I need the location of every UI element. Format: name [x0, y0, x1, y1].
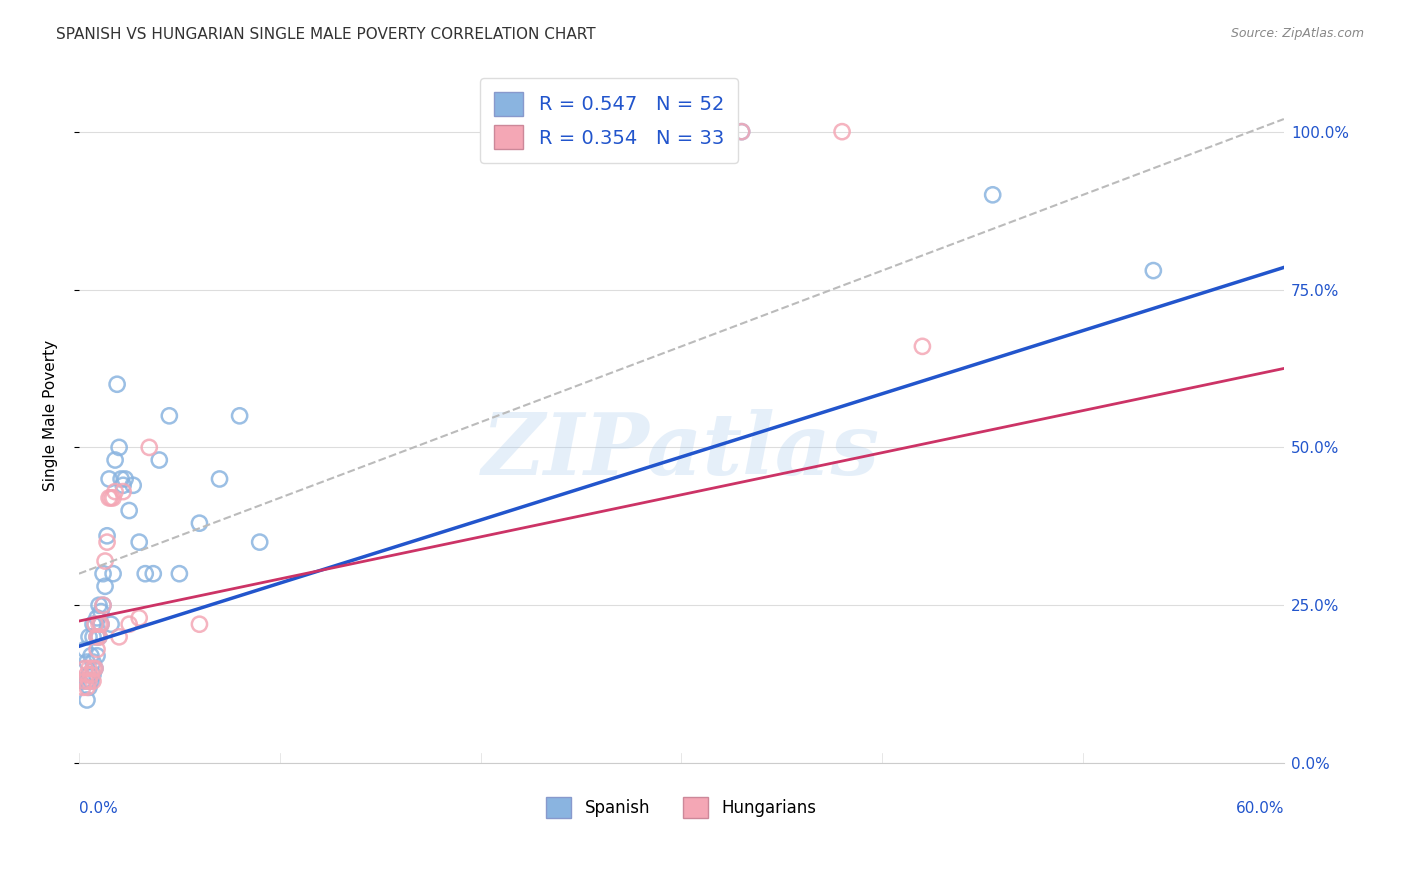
Point [86, 630, 108, 644]
Point [86, 630, 108, 644]
Point [76, 693, 98, 707]
Legend: Spanish, Hungarians: Spanish, Hungarians [540, 790, 824, 824]
Point [84, 661, 107, 675]
Point [86, 648, 108, 663]
Point [249, 535, 271, 549]
Point [90, 605, 112, 619]
Point [128, 611, 150, 625]
Point [138, 441, 160, 455]
Point [82, 667, 104, 681]
Text: SPANISH VS HUNGARIAN SINGLE MALE POVERTY CORRELATION CHART: SPANISH VS HUNGARIAN SINGLE MALE POVERTY… [56, 27, 596, 42]
Point [84, 661, 107, 675]
Point [82, 655, 104, 669]
Point [169, 566, 191, 581]
Point [94, 579, 117, 593]
Point [108, 441, 131, 455]
Point [118, 617, 141, 632]
Point [101, 491, 124, 505]
Point [76, 655, 98, 669]
Point [91, 599, 114, 613]
Point [105, 377, 128, 392]
Point [76, 681, 98, 695]
Point [77, 630, 100, 644]
Point [82, 661, 104, 675]
Point [84, 617, 107, 632]
Y-axis label: Single Male Poverty: Single Male Poverty [44, 340, 58, 491]
Point [114, 472, 136, 486]
Point [112, 478, 135, 492]
Point [73, 661, 96, 675]
Point [77, 673, 100, 688]
Point [76, 673, 98, 688]
Point [831, 125, 853, 139]
Point [82, 617, 104, 632]
Point [77, 681, 100, 695]
Point [1142, 263, 1164, 277]
Point [86, 642, 108, 657]
Point [87, 617, 110, 632]
Point [122, 478, 145, 492]
Point [148, 453, 170, 467]
Text: ZIPatlas: ZIPatlas [482, 409, 880, 492]
Point [112, 484, 135, 499]
Point [90, 617, 112, 632]
Point [94, 554, 117, 568]
Point [87, 630, 110, 644]
Text: 0.0%: 0.0% [79, 801, 118, 816]
Point [73, 642, 96, 657]
Point [100, 617, 122, 632]
Point [84, 617, 107, 632]
Point [96, 535, 118, 549]
Point [76, 667, 98, 681]
Point [86, 611, 108, 625]
Point [188, 617, 211, 632]
Point [82, 630, 104, 644]
Point [98, 491, 121, 505]
Point [104, 453, 127, 467]
Point [110, 472, 132, 486]
Point [108, 630, 131, 644]
Point [72, 681, 94, 695]
Point [87, 630, 110, 644]
Point [981, 187, 1004, 202]
Point [73, 661, 96, 675]
Point [730, 125, 752, 139]
Point [80, 667, 103, 681]
Point [91, 599, 114, 613]
Point [80, 648, 103, 663]
Point [77, 661, 100, 675]
Point [77, 667, 100, 681]
Point [134, 566, 156, 581]
Text: 60.0%: 60.0% [1236, 801, 1284, 816]
Point [228, 409, 250, 423]
Point [72, 673, 94, 688]
Point [90, 617, 112, 632]
Point [188, 516, 211, 531]
Point [128, 535, 150, 549]
Point [96, 529, 118, 543]
Point [80, 673, 103, 688]
Point [82, 673, 104, 688]
Point [104, 484, 127, 499]
Point [101, 566, 124, 581]
Point [118, 503, 141, 517]
Point [98, 472, 121, 486]
Point [208, 472, 231, 486]
Point [142, 566, 165, 581]
Point [157, 409, 180, 423]
Point [91, 566, 114, 581]
Point [730, 125, 752, 139]
Text: Source: ZipAtlas.com: Source: ZipAtlas.com [1230, 27, 1364, 40]
Point [100, 491, 122, 505]
Point [73, 673, 96, 688]
Point [911, 339, 934, 353]
Point [87, 599, 110, 613]
